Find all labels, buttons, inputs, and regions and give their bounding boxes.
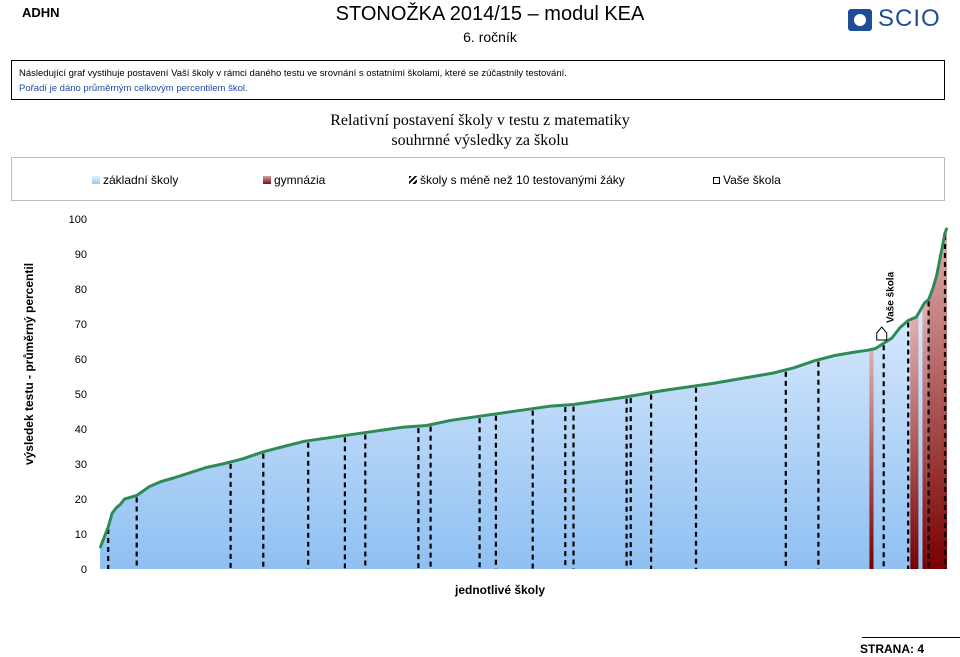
y-tick-label: 100 <box>69 214 87 226</box>
gymnazia-area <box>928 227 947 570</box>
gymnazium-bar <box>914 317 919 569</box>
scio-logo-text: SCIO <box>878 5 941 32</box>
y-tick-label: 0 <box>81 564 87 576</box>
school-house-icon <box>876 326 888 341</box>
legend-item-zs: základní školy <box>92 173 178 187</box>
school-house-swatch-icon <box>713 176 720 184</box>
legend-item-your-school: Vaše škola <box>713 173 781 187</box>
area-zakladni-skoly <box>100 227 947 570</box>
report-subtitle: 6. ročník <box>463 29 517 45</box>
y-axis-label: výsledek testu - průměrný percentil <box>22 262 36 466</box>
y-tick-label: 60 <box>75 354 87 366</box>
percentile-curve <box>98 227 949 549</box>
y-axis-ticks: 0 10 20 30 40 50 60 70 80 90 100 <box>69 214 87 576</box>
legend-label-gymnazia: gymnázia <box>274 173 326 187</box>
chart-legend: základní školy gymnázia školy s méně než… <box>11 157 945 201</box>
info-line-1: Následující graf vystihuje postavení Vaš… <box>19 68 567 79</box>
light-blue-swatch-icon <box>92 176 100 184</box>
chart-subtitle: souhrnné výsledky za školu <box>391 132 569 149</box>
chart-title-block: Relativní postavení školy v testu z mate… <box>240 111 720 151</box>
y-tick-label: 30 <box>75 459 87 471</box>
page-number: STRANA: 4 <box>860 642 925 656</box>
dark-red-swatch-icon <box>263 176 271 184</box>
legend-item-gymnazia: gymnázia <box>263 173 325 187</box>
your-school-label: Vaše škola <box>886 271 897 323</box>
your-school-marker: Vaše škola <box>876 271 897 341</box>
chart-title: Relativní postavení školy v testu z mate… <box>330 112 630 129</box>
y-tick-label: 20 <box>75 494 87 506</box>
y-tick-label: 10 <box>75 529 87 541</box>
y-tick-label: 80 <box>75 284 87 296</box>
y-tick-label: 50 <box>75 389 87 401</box>
scio-logo: SCIO <box>848 3 948 35</box>
gymnazium-bar <box>869 349 874 569</box>
legend-label-your-school: Vaše škola <box>723 173 781 187</box>
hatched-swatch-icon <box>409 176 417 184</box>
x-axis-label: jednotlivé školy <box>454 583 546 597</box>
footer-divider <box>862 637 960 638</box>
info-line-2: Pořadí je dáno průměrným celkovým percen… <box>19 83 248 94</box>
scio-logo-mark-icon <box>848 9 872 31</box>
report-code: ADHN <box>22 5 60 20</box>
gymnazium-bar <box>910 318 915 570</box>
info-box: Následující graf vystihuje postavení Vaš… <box>11 60 945 100</box>
gymnazium-bar <box>922 303 927 569</box>
legend-item-small-schools: školy s méně než 10 testovanými žáky <box>409 173 625 187</box>
report-title: STONOŽKA 2014/15 – modul KEA <box>335 3 645 25</box>
legend-label-small-schools: školy s méně než 10 testovanými žáky <box>420 173 625 187</box>
y-tick-label: 70 <box>75 319 87 331</box>
y-tick-label: 90 <box>75 249 87 261</box>
small-school-markers <box>107 235 947 569</box>
legend-label-zs: základní školy <box>103 173 179 187</box>
y-tick-label: 40 <box>75 424 87 436</box>
